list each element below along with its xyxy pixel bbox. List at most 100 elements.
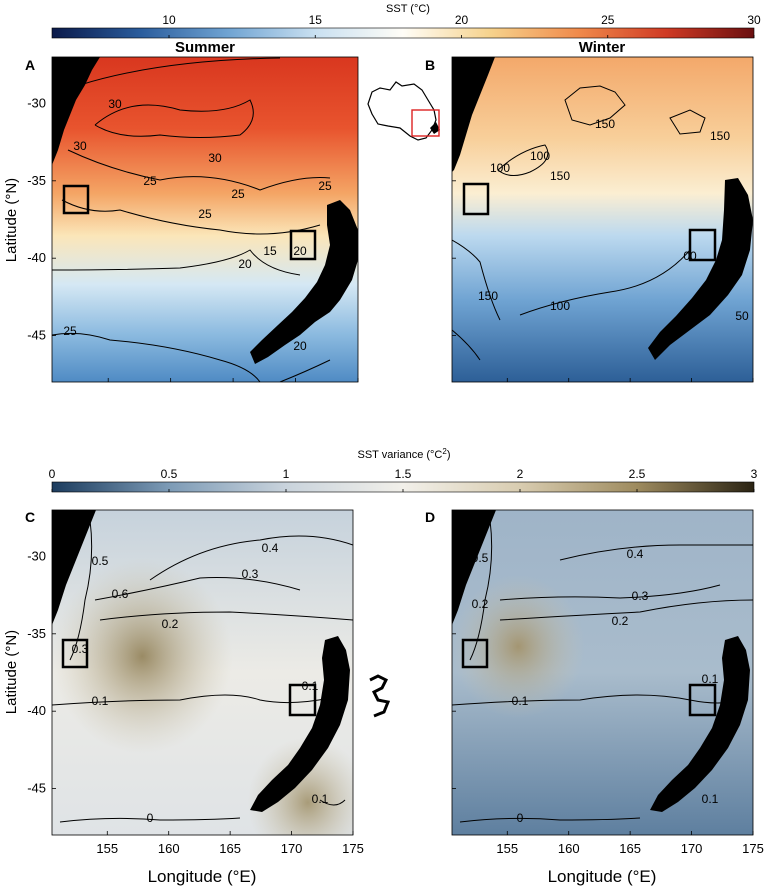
inset-map <box>367 81 440 141</box>
contour-label: 150 <box>550 169 570 183</box>
x-tick-label: 170 <box>681 841 703 856</box>
colorbar-tick-label: 1.5 <box>395 467 412 481</box>
contour-label: 0.1 <box>92 694 109 708</box>
contour-label: 15 <box>263 244 277 258</box>
panel-a-title: Summer <box>175 39 235 56</box>
panel-d: 0.5 0.40.30.20.10.100.10.2 D <box>425 509 754 836</box>
panel-a-contour-labels: 30 30 25 25 25 20 20 15 25 20 30 25 <box>63 97 332 353</box>
colorbar-tick-label: 2.5 <box>629 467 646 481</box>
panel-c-box-nz <box>288 683 317 717</box>
contour-label: 20 <box>238 257 252 271</box>
colorbar-tick-label: 0 <box>49 467 56 481</box>
contour-label: 0.2 <box>612 614 629 628</box>
variance-colorbar-ticks: 0 0.5 1 1.5 2 2.5 3 <box>49 467 758 492</box>
sst-colorbar-ticks: 10 15 20 25 30 <box>162 13 761 38</box>
panel-b-new-zealand <box>648 178 753 360</box>
panel-c-australia-coast <box>52 510 96 625</box>
contour-label: 25 <box>143 174 157 188</box>
panel-c-letter: C <box>25 509 35 525</box>
contour-label: 30 <box>73 139 87 153</box>
contour-label: 150 <box>478 289 498 303</box>
contour-label: 100 <box>490 161 510 175</box>
contour-label: 30 <box>108 97 122 111</box>
x-tick-label: 155 <box>96 841 118 856</box>
panel-b-box-tasman <box>462 182 490 216</box>
panel-d-box-tasman <box>461 638 489 669</box>
colorbar-tick-label: 25 <box>601 13 615 27</box>
x-axis-label-d: Longitude (°E) <box>548 867 657 886</box>
y-tick-label: -40 <box>27 703 46 718</box>
colorbar-tick-label: 0.5 <box>161 467 178 481</box>
inset-region-box <box>411 109 440 137</box>
panel-b-frame <box>451 56 754 383</box>
contour-label: 0.2 <box>472 597 489 611</box>
colorbar-tick-label: 15 <box>309 13 323 27</box>
x-tick-label: 160 <box>158 841 180 856</box>
contour-label: 25 <box>63 324 77 338</box>
panel-a-new-zealand <box>250 200 358 364</box>
y-axis-label-bottom: Latitude (°N) <box>3 630 20 714</box>
x-tick-label: 175 <box>342 841 364 856</box>
y-tick-label: -35 <box>27 626 46 641</box>
contour-label: 150 <box>595 117 615 131</box>
x-axis-label-c: Longitude (°E) <box>148 867 257 886</box>
panel-c: 0.40.60.30.20.10.300.10.50.1 C <box>25 509 354 836</box>
contour-label: 0.5 <box>92 554 109 568</box>
panel-a-box-tasman <box>62 184 90 215</box>
panel-a-letter: A <box>25 57 35 73</box>
contour-label: 100 <box>530 149 550 163</box>
sst-colorbar-bar <box>51 27 755 39</box>
axes: -30 -35 -40 -45 -30 -35 -40 -45 155 160 165 170 175 1… <box>27 95 764 856</box>
x-tick-label: 165 <box>619 841 641 856</box>
panel-d-frame <box>451 509 754 836</box>
panel-c-box-tasman <box>61 638 89 669</box>
contour-label: 0.1 <box>512 694 529 708</box>
panel-d-letter: D <box>425 509 435 525</box>
colorbar-tick-label: 3 <box>751 467 758 481</box>
contour-label: 25 <box>231 187 245 201</box>
panel-d-new-zealand <box>650 636 750 812</box>
contour-label: 0.4 <box>262 541 279 555</box>
contour-label: 20 <box>293 244 307 258</box>
x-tick-label: 165 <box>219 841 241 856</box>
contour-label: 0.5 <box>472 551 489 565</box>
colorbar-tick-label: 20 <box>455 13 469 27</box>
panel-a-frame <box>51 56 359 383</box>
contour-label: 25 <box>198 207 212 221</box>
inset-coastline-fragment <box>369 674 391 718</box>
contour-label: 100 <box>550 299 570 313</box>
panel-d-contour-labels: 0.5 0.40.30.20.10.100.10.2 <box>472 547 719 825</box>
panel-d-australia-coast <box>452 510 496 625</box>
x-tick-label: 170 <box>281 841 303 856</box>
y-tick-label: -30 <box>27 548 46 563</box>
variance-colorbar: SST variance (°C2) 0 0.5 1 1.5 2 2.5 3 <box>49 447 758 493</box>
variance-colorbar-label: SST variance (°C2) <box>357 447 450 461</box>
panel-c-contour-labels: 0.40.60.30.20.10.300.10.50.1 <box>72 541 329 825</box>
y-tick-label: -45 <box>27 781 46 796</box>
contour-label: 25 <box>318 179 332 193</box>
contour-label: 0.6 <box>112 587 129 601</box>
y-axis-label-top: Latitude (°N) <box>3 178 20 262</box>
contour-label: 50 <box>735 309 749 323</box>
contour-label: 0.3 <box>72 642 89 656</box>
contour-label: 150 <box>710 129 730 143</box>
contour-label: 0.3 <box>632 589 649 603</box>
contour-label: 0.1 <box>312 792 329 806</box>
colorbar-tick-label: 1 <box>283 467 290 481</box>
x-tick-label: 160 <box>558 841 580 856</box>
y-tick-label: -35 <box>27 173 46 188</box>
panel-a-box-nz <box>289 229 317 261</box>
contour-label: 30 <box>208 151 222 165</box>
sst-colorbar: SST (°C) 10 15 20 25 30 <box>51 3 761 39</box>
inset-australia-outline <box>367 81 437 141</box>
panel-b-title: Winter <box>579 39 626 56</box>
contour-label: 0.3 <box>242 567 259 581</box>
y-tick-label: -45 <box>27 328 46 343</box>
panel-b-australia-coast <box>452 57 495 172</box>
sst-colorbar-label: SST (°C) <box>386 3 430 15</box>
contour-label: 0 <box>517 811 524 825</box>
contour-label: 0.4 <box>627 547 644 561</box>
